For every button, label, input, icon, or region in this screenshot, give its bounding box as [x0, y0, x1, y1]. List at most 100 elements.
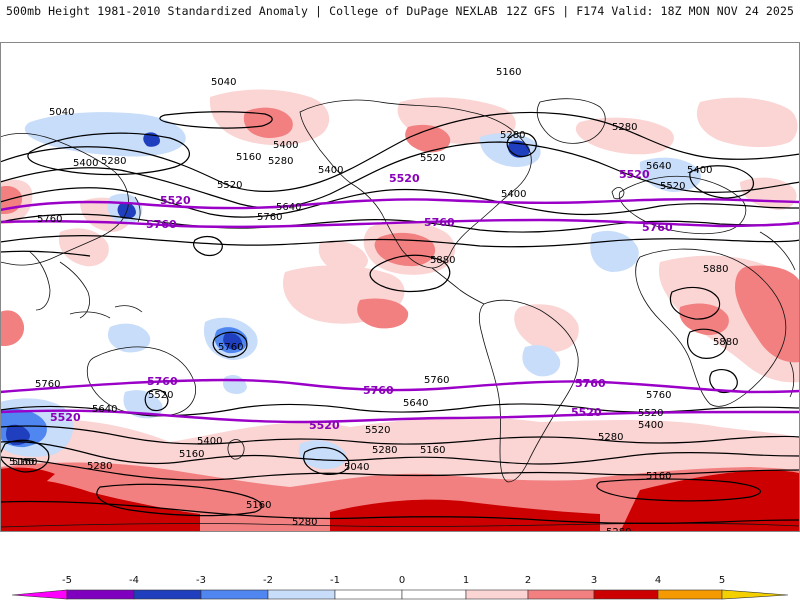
contour-5280-south	[0, 441, 800, 465]
purple-label-5520-f: 5520	[571, 406, 602, 419]
anom-neg1-s-amer	[522, 345, 561, 377]
label-5280-f: 5280	[372, 445, 397, 456]
label-5160-f: 5160	[246, 500, 271, 511]
anom-pos3-southwest	[0, 467, 55, 487]
swatch-neg2	[200, 589, 269, 600]
contour-5640-north	[0, 235, 800, 248]
anom-pos1-w-pacific	[58, 228, 109, 267]
contour-5280-antarctic	[0, 500, 800, 524]
contour-5400-north	[0, 187, 800, 218]
tick-3: 3	[591, 575, 597, 586]
label-5280-b: 5280	[268, 156, 293, 167]
coast-indonesia	[69, 305, 143, 319]
purple-label-5520-d: 5520	[50, 411, 81, 424]
coast-madagascar	[789, 361, 795, 398]
height-contours	[0, 111, 800, 524]
label-5040-b: 5040	[49, 107, 74, 118]
label-5160-g: 5160	[646, 471, 671, 482]
purple-label-5520-c: 5520	[619, 168, 650, 181]
swatch-pos1	[465, 589, 529, 600]
label-5400-b: 5400	[273, 140, 298, 151]
swatch-pos2	[527, 589, 595, 600]
swatch-zero-high	[401, 589, 467, 600]
anom-pos2-w-indian	[0, 310, 25, 346]
swatch-zero-low	[334, 589, 403, 600]
label-5160-h: 5160	[12, 457, 37, 468]
swatch-pos5	[721, 589, 789, 600]
label-5160-a: 5160	[496, 67, 521, 78]
label-5280-c: 5280	[500, 130, 525, 141]
contour-5160-s-low-a	[0, 439, 50, 473]
contour-5280-e-atlantic	[506, 132, 537, 157]
purple-label-5760-e: 5760	[363, 384, 394, 397]
highlight-contours	[0, 197, 800, 424]
anom-pos1-e-pacific	[318, 240, 368, 273]
coast-australia	[86, 346, 197, 417]
anom-neg1-s-pacific	[298, 440, 347, 470]
coast-uk	[611, 187, 625, 200]
tick-neg1: -1	[330, 575, 340, 586]
label-5160-d: 5160	[179, 449, 204, 460]
label-5400-c: 5400	[318, 165, 343, 176]
coast-north-america	[299, 99, 532, 269]
contour-5160-antarctic-b	[596, 478, 761, 502]
anomaly-colorbar: -5 -4 -3 -2 -1 0 1 2 3 4 5	[11, 575, 789, 600]
contour-5760-pacific-low	[212, 331, 248, 358]
label-5160-e: 5160	[420, 445, 445, 456]
label-5280-h: 5280	[292, 517, 317, 528]
label-5640-c: 5640	[92, 404, 117, 415]
label-5880-c: 5880	[713, 337, 738, 348]
coast-central-america	[431, 267, 485, 305]
swatch-pos4	[657, 589, 723, 600]
label-5520-d: 5520	[148, 390, 173, 401]
tick-0: 0	[399, 575, 405, 586]
label-5400-a: 5400	[73, 158, 98, 169]
label-5280-a: 5280	[101, 156, 126, 167]
coast-arabia	[759, 231, 796, 271]
contour-5880-africa-b	[687, 328, 727, 359]
tick-2: 2	[525, 575, 531, 586]
contour-5400-south	[0, 425, 800, 445]
purple-label-5760-b: 5760	[424, 216, 455, 229]
model-valid-time: 12Z GFS | F174 Valid: 18Z MON NOV 24 202…	[506, 4, 794, 18]
anom-neg1-siberia	[24, 112, 186, 157]
coast-se-asia	[59, 261, 90, 319]
purple-label-5520-a: 5520	[160, 194, 191, 207]
label-5400-g: 5400	[638, 420, 663, 431]
label-5280-i: 5280	[606, 527, 631, 532]
coast-greenland	[536, 98, 606, 144]
purple-contour-5760-south	[0, 378, 800, 394]
contour-5040-s-pacific	[303, 446, 350, 475]
label-5400-d: 5400	[501, 189, 526, 200]
label-5520-b: 5520	[420, 153, 445, 164]
label-5880-a: 5880	[430, 255, 455, 266]
purple-label-5520-b: 5520	[389, 172, 420, 185]
anom-neg1-n-aus	[107, 323, 151, 353]
contour-5880-tropics	[369, 254, 451, 293]
swatch-neg4	[66, 589, 135, 600]
purple-label-5760-c: 5760	[642, 221, 673, 234]
anom-neg1-tasman	[223, 375, 247, 395]
contour-5160-s-low-b	[144, 389, 169, 412]
purple-label-5520-e: 5520	[309, 419, 340, 432]
coast-antarctica	[0, 522, 800, 528]
label-5520-a: 5520	[217, 180, 242, 191]
contour-5520-c-pacific-line	[0, 250, 91, 257]
label-5280-e: 5280	[87, 461, 112, 472]
label-5880-b: 5880	[703, 264, 728, 275]
label-5040-c: 5040	[344, 462, 369, 473]
anom-pos2-c-pacific	[357, 298, 409, 329]
contour-5880-africa-a	[669, 286, 721, 320]
label-5760-d: 5760	[424, 375, 449, 386]
tick-neg2: -2	[263, 575, 273, 586]
anom-pos1-w-europe	[575, 117, 674, 155]
tick-4: 4	[655, 575, 661, 586]
label-5040-a: 5040	[211, 77, 236, 88]
swatch-neg3	[133, 589, 202, 600]
label-5760-a: 5760	[37, 214, 62, 225]
anom-neg1-atlantic	[590, 230, 639, 272]
highlight-contour-labels: 5520 5520 5520 5520 5520 5520 5760 5760 …	[50, 168, 673, 432]
anom-neg1-s-indian	[123, 390, 163, 419]
purple-label-5760-a: 5760	[146, 218, 177, 231]
purple-label-5760-f: 5760	[575, 377, 606, 390]
